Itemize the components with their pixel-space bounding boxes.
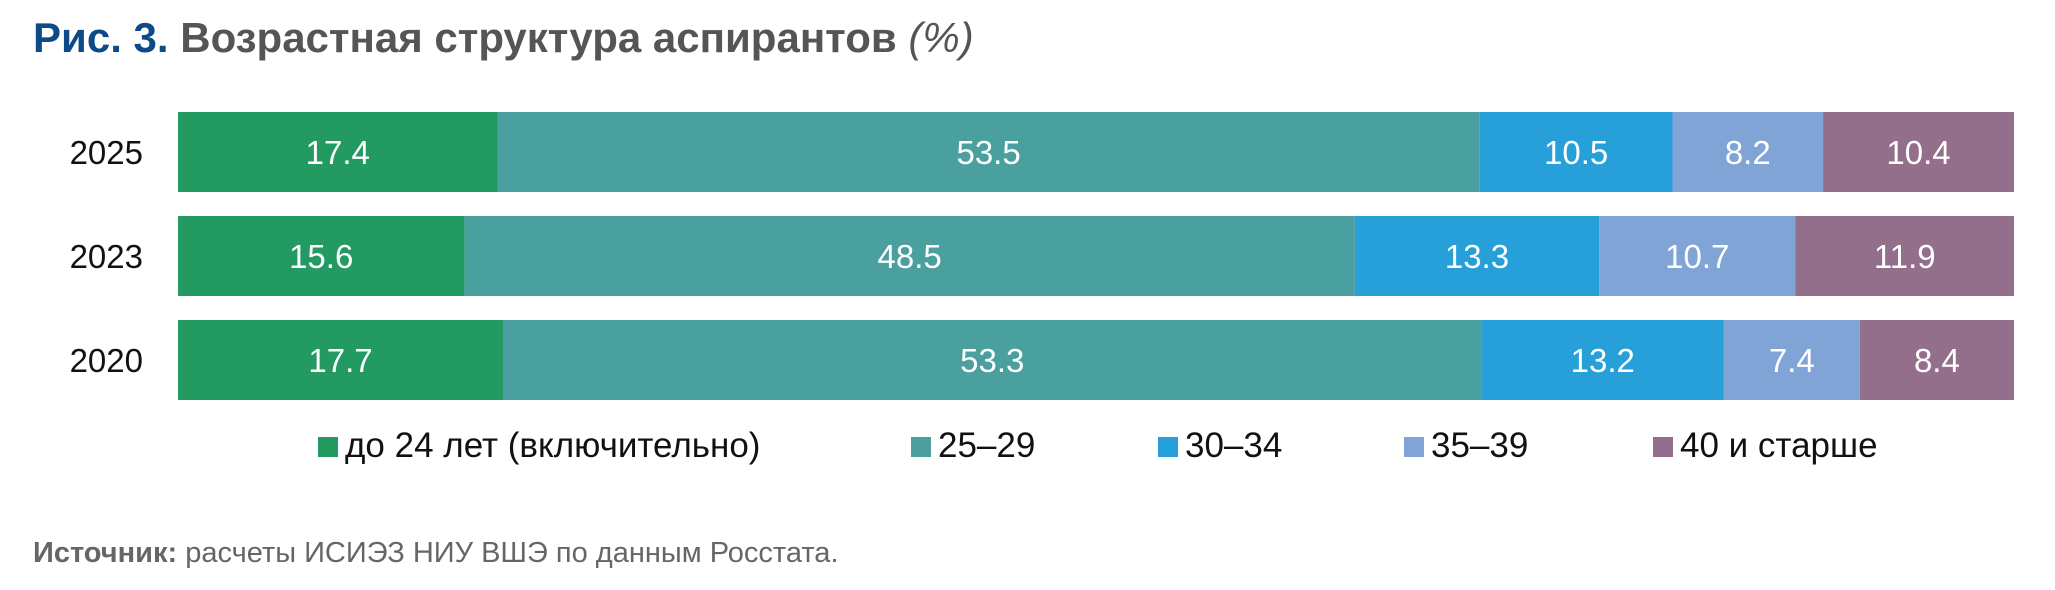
bars-layer: 2025 17.4 53.5 10.5 8.2 10.4 2023 15.6 48.5 13.3 1… [70, 112, 2014, 400]
legend-label: 35–39 [1431, 426, 1528, 465]
y-tick-label: 2023 [70, 238, 143, 275]
data-label: 10.5 [1544, 134, 1608, 171]
bar-segment [1599, 216, 1796, 296]
data-label: 17.4 [306, 134, 370, 171]
figure-number: Рис. 3. [33, 14, 169, 61]
bar-segment [1823, 112, 2014, 192]
data-label: 17.7 [308, 342, 372, 379]
data-label: 10.4 [1886, 134, 1950, 171]
legend-label: 25–29 [938, 426, 1035, 465]
data-label: 8.4 [1914, 342, 1960, 379]
bar-segment [178, 216, 465, 296]
legend-swatch [1158, 437, 1178, 457]
bar-segment [1672, 112, 1824, 192]
bar-segment [178, 320, 503, 400]
y-tick-label: 2020 [70, 342, 143, 379]
source-label: Источник: [33, 537, 178, 569]
bar-segment [1479, 112, 1673, 192]
title-text: Возрастная структура аспирантов [180, 14, 897, 61]
bar-segment [1354, 216, 1600, 296]
legend-swatch [1653, 437, 1673, 457]
bar-segment [1795, 216, 2014, 296]
legend-swatch [318, 437, 338, 457]
data-label: 7.4 [1769, 342, 1815, 379]
data-label: 13.2 [1571, 342, 1635, 379]
data-label: 11.9 [1874, 238, 1936, 275]
chart-title: Рис. 3. Возрастная структура аспирантов … [33, 14, 974, 62]
source-text: расчеты ИСИЭЗ НИУ ВШЭ по данным Росстата… [185, 537, 839, 569]
data-label: 13.3 [1445, 238, 1509, 275]
data-label: 10.7 [1665, 238, 1729, 275]
bar-segment [1481, 320, 1724, 400]
bar-segment [178, 112, 498, 192]
bar-segment [1723, 320, 1860, 400]
bar-segment [502, 320, 1482, 400]
y-tick-label: 2025 [70, 134, 143, 171]
data-label: 8.2 [1725, 134, 1771, 171]
bar-segment [1859, 320, 2014, 400]
title-unit: (%) [908, 14, 974, 61]
legend-label: 30–34 [1185, 426, 1282, 465]
legend-swatch [911, 437, 931, 457]
bar-segment [497, 112, 1480, 192]
source-note: Источник: расчеты ИСИЭЗ НИУ ВШЭ по данны… [33, 537, 839, 570]
legend-swatch [1404, 437, 1424, 457]
stacked-bar-chart: 2025 17.4 53.5 10.5 8.2 10.4 2023 15.6 48.5 13.3 1… [70, 112, 2014, 465]
legend-label: до 24 лет (включительно) [345, 426, 760, 465]
data-label: 48.5 [878, 238, 942, 275]
bar-segment [464, 216, 1355, 296]
data-label: 15.6 [289, 238, 353, 275]
legend-label: 40 и старше [1680, 426, 1878, 465]
data-label: 53.5 [956, 134, 1020, 171]
legend: до 24 лет (включительно) 25–29 30–34 35–39 4… [318, 426, 1878, 465]
data-label: 53.3 [960, 342, 1024, 379]
